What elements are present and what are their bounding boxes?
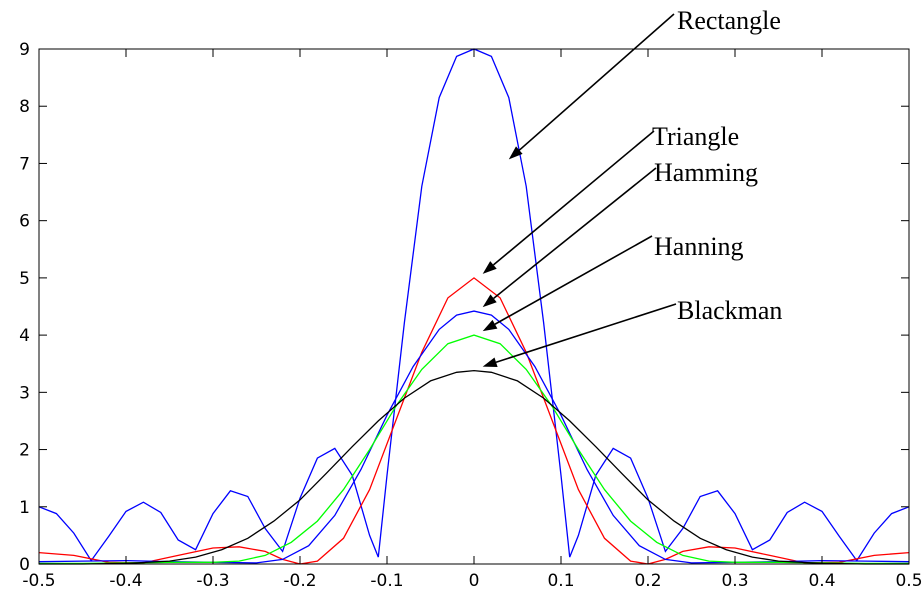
y-tick-label: 8 bbox=[19, 97, 30, 117]
y-tick-label: 7 bbox=[19, 154, 30, 174]
x-tick-label: -0.5 bbox=[22, 571, 55, 591]
x-tick-label: -0.2 bbox=[283, 571, 316, 591]
annotation-layer: Rectangle Triangle Hamming Hanning Black… bbox=[482, 6, 782, 367]
x-tick-label: 0.2 bbox=[634, 571, 661, 591]
annotation-arrow bbox=[492, 130, 655, 266]
y-tick-label: 4 bbox=[19, 326, 30, 346]
annotation-label-triangle: Triangle bbox=[652, 122, 739, 151]
annotation-arrow bbox=[495, 303, 677, 364]
y-tick-label: 6 bbox=[19, 212, 30, 232]
ticks-layer: -0.5 -0.4 -0.3 -0.2 -0.1 0 0.1 0.2 0.3 0.4 0.5 0 1 2 3… bbox=[19, 40, 922, 591]
y-tick-label: 5 bbox=[19, 269, 30, 289]
x-tick-label: 0.5 bbox=[895, 571, 922, 591]
annotation-label-hanning: Hanning bbox=[654, 232, 744, 261]
annotation-label-rectangle: Rectangle bbox=[677, 6, 781, 35]
arrowhead-icon bbox=[508, 146, 523, 160]
series-line-triangle bbox=[38, 277, 910, 565]
x-tick-label: -0.1 bbox=[370, 571, 403, 591]
arrowhead-icon bbox=[482, 261, 497, 274]
y-tick-label: 9 bbox=[19, 40, 30, 60]
y-tick-label: 2 bbox=[19, 441, 30, 461]
y-tick-label: 1 bbox=[19, 498, 30, 518]
x-tick-label: 0 bbox=[469, 571, 480, 591]
annotation-arrow bbox=[494, 235, 653, 325]
x-tick-label: -0.3 bbox=[196, 571, 229, 591]
arrowhead-icon bbox=[482, 357, 498, 367]
annotation-arrow bbox=[493, 167, 657, 299]
annotation-label-blackman: Blackman bbox=[677, 296, 782, 325]
arrowhead-icon bbox=[482, 294, 497, 308]
annotation-label-hamming: Hamming bbox=[654, 158, 758, 187]
series-line-hanning bbox=[39, 334, 909, 565]
arrowhead-icon bbox=[482, 319, 498, 332]
series-line-blackman bbox=[39, 369, 909, 565]
y-tick-label: 0 bbox=[19, 555, 30, 575]
x-tick-label: 0.4 bbox=[808, 571, 835, 591]
x-tick-label: -0.4 bbox=[109, 571, 142, 591]
annotation-arrow bbox=[518, 13, 675, 151]
series-line-hamming bbox=[38, 310, 910, 564]
x-tick-label: 0.3 bbox=[721, 571, 748, 591]
y-tick-label: 3 bbox=[19, 383, 30, 403]
x-tick-label: 0.1 bbox=[547, 571, 574, 591]
